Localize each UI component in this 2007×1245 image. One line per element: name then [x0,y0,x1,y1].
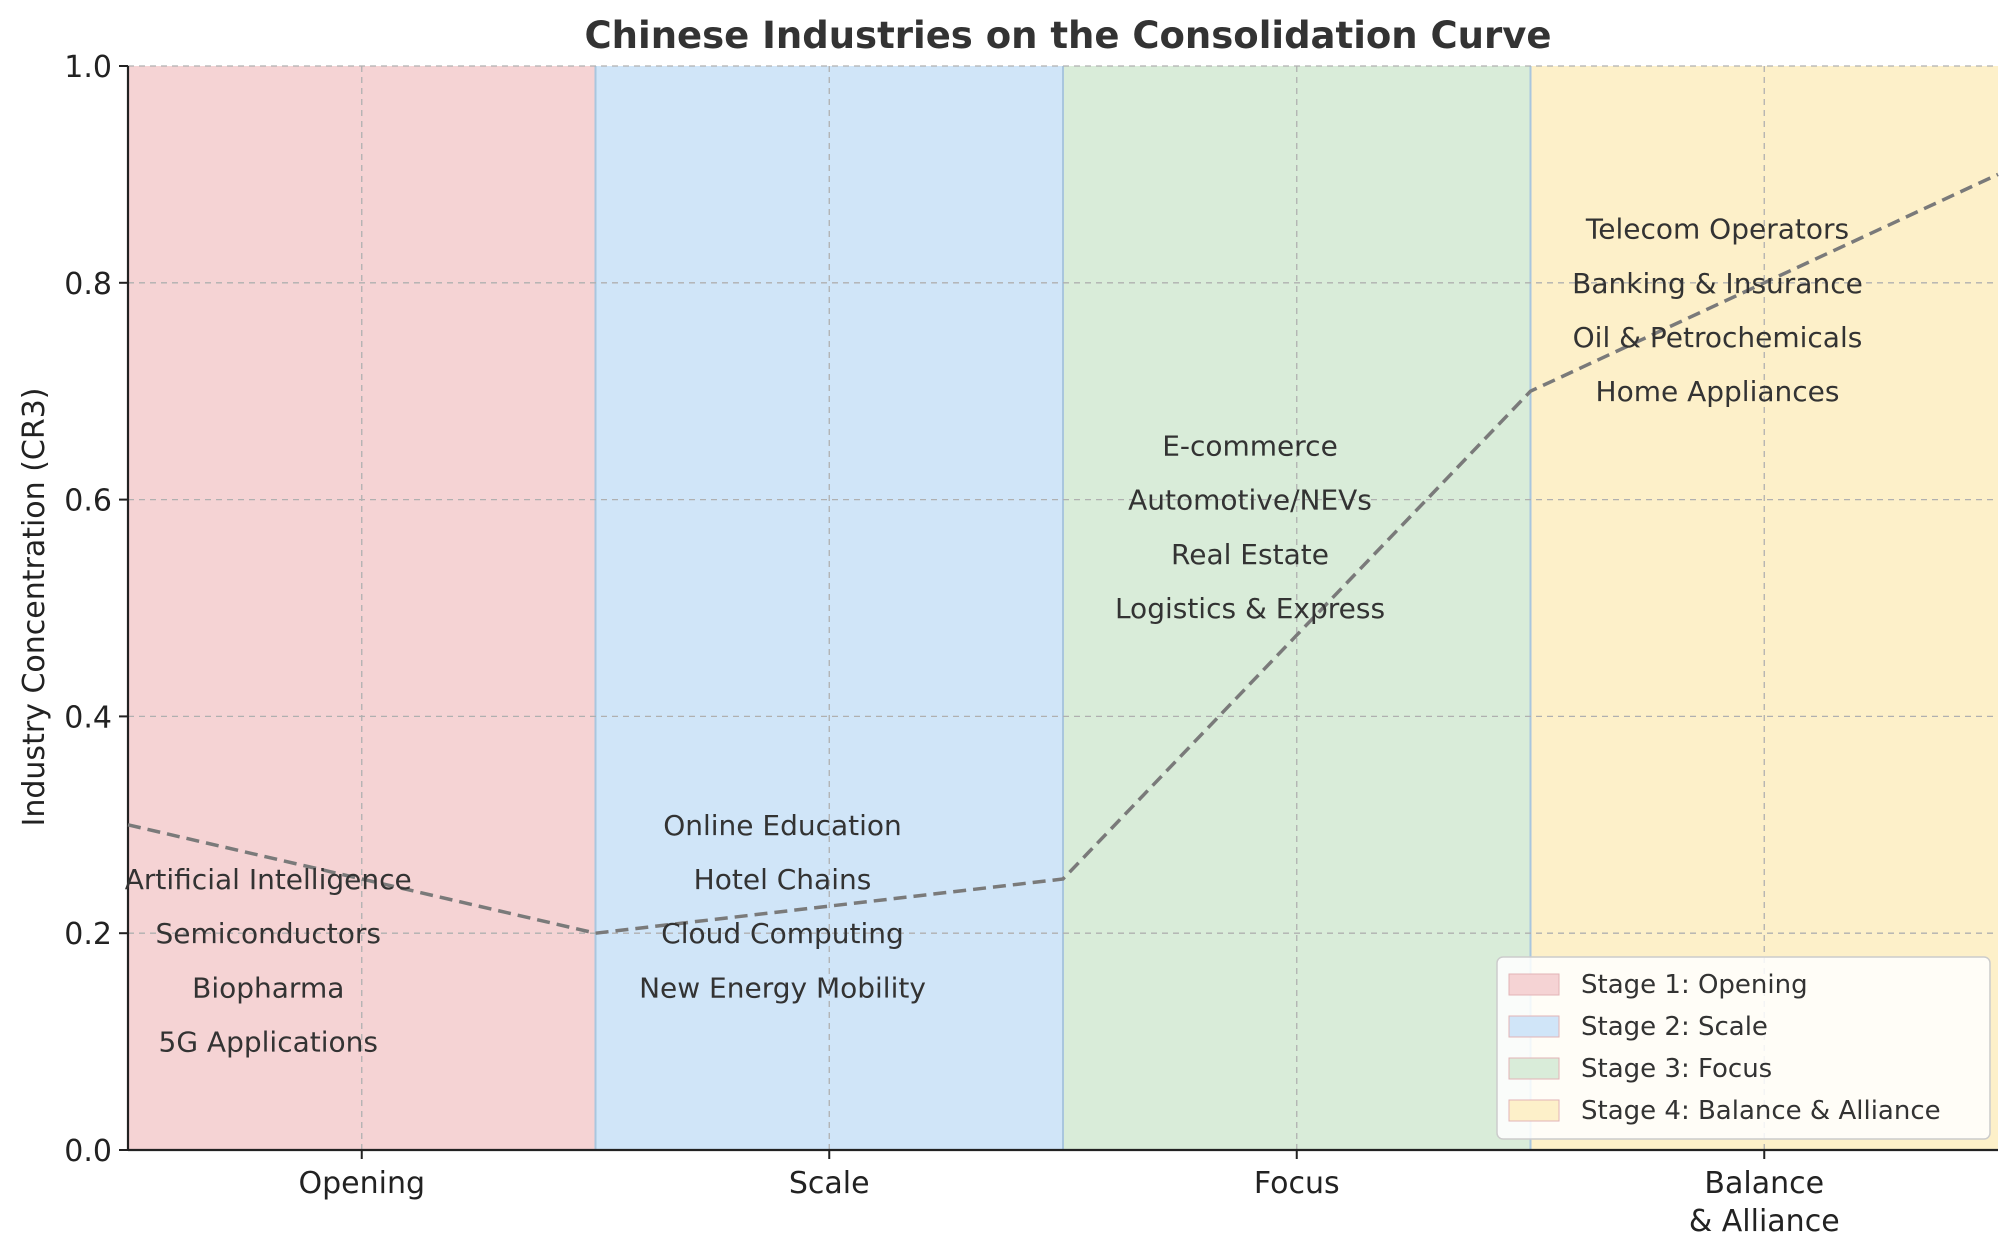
legend-entry-2: Stage 2: Scale [1581,1012,1768,1042]
y-tick-label: 0.2 [64,917,112,952]
y-tick-label: 1.0 [64,50,112,85]
legend-entry-3: Stage 3: Focus [1581,1054,1772,1084]
industry-label: 5G Applications [159,1026,378,1059]
industry-label: Telecom Operators [1585,213,1849,246]
legend-entry-4: Stage 4: Balance & Alliance [1581,1096,1941,1126]
legend: Stage 1: Opening Stage 2: Scale Stage 3: F… [1496,956,1991,1140]
industry-label: Real Estate [1171,538,1329,571]
industry-label: New Energy Mobility [639,971,926,1004]
industry-label: Semiconductors [156,917,381,950]
curve-line [127,172,1999,935]
x-tick-label: Opening [298,1166,425,1201]
y-tick-label: 0.6 [64,484,112,519]
industry-label: Oil & Petrochemicals [1573,321,1863,354]
y-tick-label: 0.4 [64,700,112,735]
industry-label: Logistics & Express [1115,592,1385,625]
x-tick-label: Focus [1254,1166,1340,1201]
industry-label: E-commerce [1162,429,1338,462]
industry-label: Artificial Intelligence [125,863,412,896]
industry-label: Home Appliances [1596,375,1840,408]
y-tick-label: 0.0 [64,1134,112,1169]
legend-entry-1: Stage 1: Opening [1581,970,1808,1000]
legend-swatch-3 [1508,1057,1560,1080]
x-tick-label: & Alliance [1689,1204,1840,1239]
x-tick-label: Scale [789,1166,870,1201]
industry-label: Automotive/NEVs [1128,484,1372,517]
industry-label: Biopharma [192,971,344,1004]
axes: 0.0 0.2 0.4 0.6 0.8 1.0 Opening Scale Focus Balan… [64,50,1998,1239]
x-tick-label: Balance [1704,1166,1824,1201]
chart-title: Chinese Industries on the Consolidation … [585,14,1552,57]
legend-swatch-1 [1508,973,1560,996]
legend-swatch-2 [1508,1015,1560,1038]
industry-label: Cloud Computing [661,917,904,950]
legend-box [1496,956,1991,1140]
industry-label: Banking & Insurance [1572,267,1863,300]
y-tick-label: 0.8 [64,267,112,302]
consolidation-curve [127,172,1999,935]
y-axis-label: Industry Concentration (CR3) [17,388,52,827]
industry-annotations: Artificial Intelligence Semiconductors Bio… [125,213,1863,1059]
industry-label: Online Education [663,809,902,842]
industry-label: Hotel Chains [694,863,872,896]
legend-swatch-4 [1508,1099,1560,1122]
